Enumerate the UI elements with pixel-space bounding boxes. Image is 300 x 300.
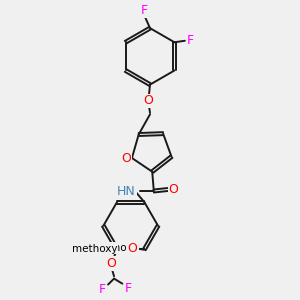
Text: F: F bbox=[186, 34, 194, 47]
Text: F: F bbox=[99, 284, 106, 296]
Text: O: O bbox=[121, 152, 131, 164]
Text: methoxy: methoxy bbox=[72, 244, 118, 254]
Text: HN: HN bbox=[117, 184, 136, 197]
Text: O: O bbox=[124, 242, 134, 254]
Text: F: F bbox=[140, 4, 148, 17]
Text: F: F bbox=[125, 282, 132, 295]
Text: O: O bbox=[144, 94, 154, 107]
Text: O: O bbox=[127, 242, 137, 255]
Text: O: O bbox=[106, 257, 116, 270]
Text: methoxy: methoxy bbox=[93, 243, 138, 253]
Text: methoxy: methoxy bbox=[114, 247, 120, 248]
Text: O: O bbox=[169, 183, 178, 196]
